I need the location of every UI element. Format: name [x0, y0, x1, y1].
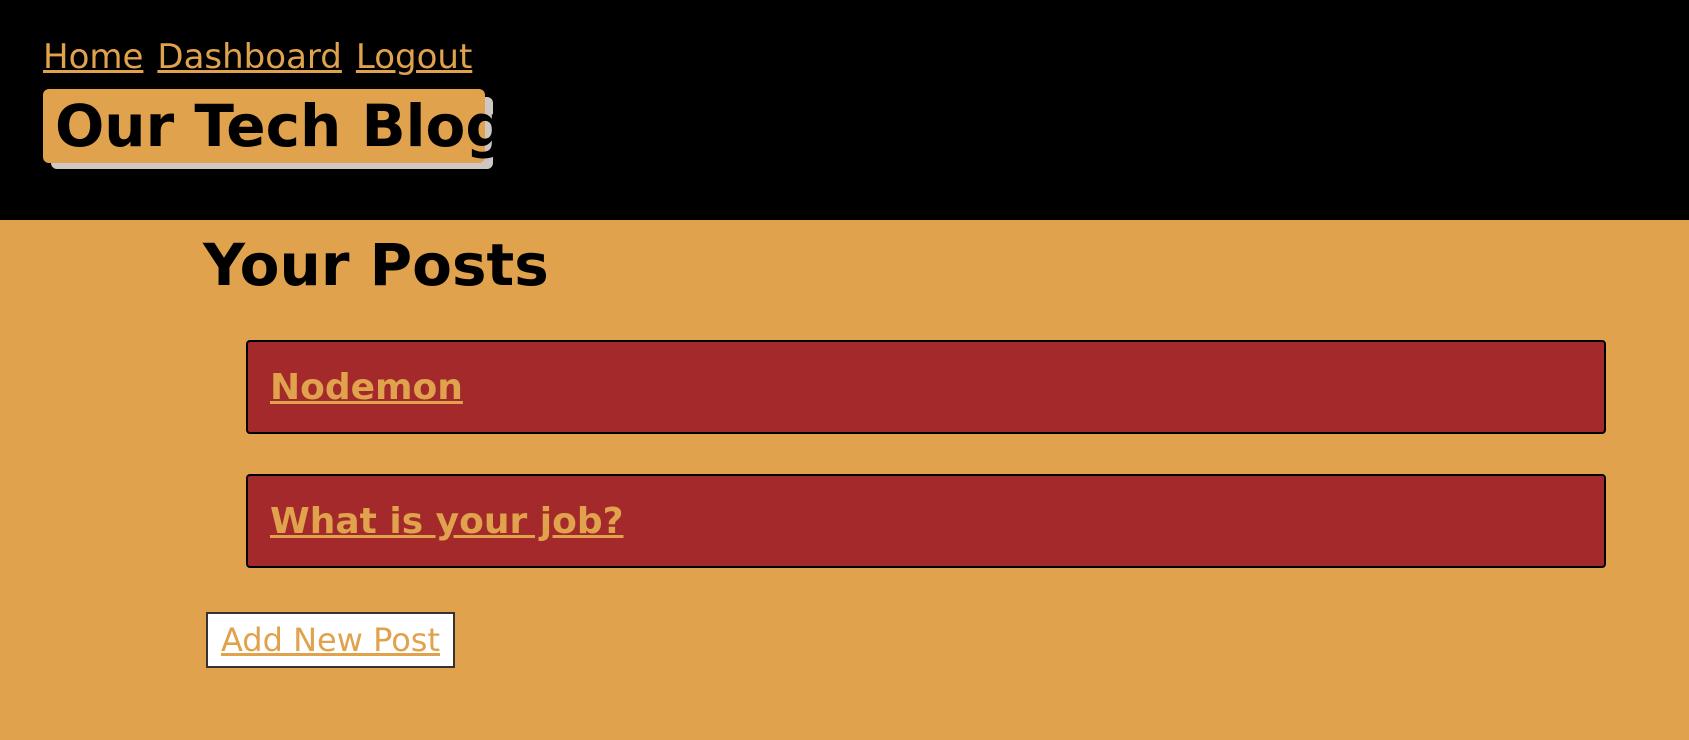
nav-logout-link[interactable]: Logout — [355, 37, 473, 77]
add-new-post-button[interactable]: Add New Post — [206, 612, 455, 668]
post-title-link[interactable]: Nodemon — [270, 367, 463, 408]
post-title-link[interactable]: What is your job? — [270, 501, 624, 542]
top-nav: Home Dashboard Logout — [43, 36, 472, 78]
post-card: What is your job? — [246, 474, 1606, 568]
nav-home-link[interactable]: Home — [43, 37, 144, 77]
nav-dashboard-link[interactable]: Dashboard — [157, 37, 342, 77]
site-title: Our Tech Blog — [43, 89, 507, 163]
post-card: Nodemon — [246, 340, 1606, 434]
site-header: Home Dashboard Logout Our Tech Blog — [0, 0, 1689, 220]
page-title: Your Posts — [203, 231, 549, 299]
